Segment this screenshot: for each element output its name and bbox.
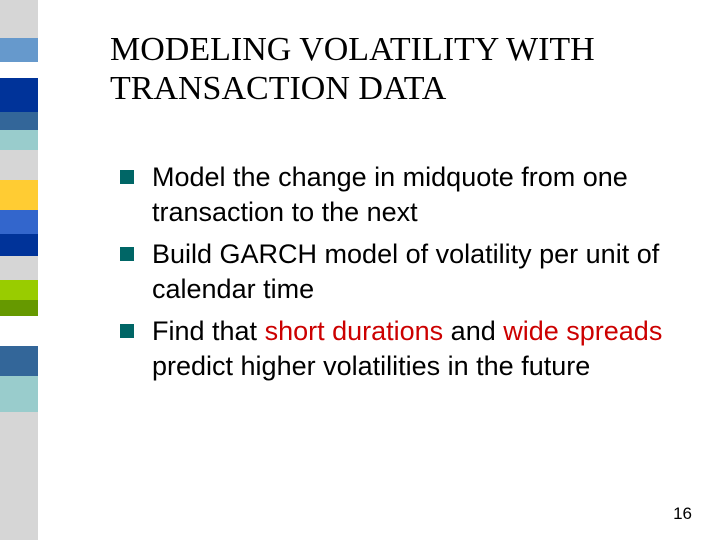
color-strip-segment <box>0 150 38 180</box>
plain-text: Build GARCH model of volatility per unit… <box>152 239 659 304</box>
page-number: 16 <box>673 504 692 524</box>
color-strip-segment <box>0 280 38 300</box>
color-strip-segment <box>0 376 38 412</box>
color-strip-segment <box>0 412 38 540</box>
color-strip-segment <box>0 78 38 112</box>
bullet-square-icon <box>120 247 134 261</box>
bullet-text: Build GARCH model of volatility per unit… <box>152 237 680 306</box>
slide: MODELING VOLATILITY WITH TRANSACTION DAT… <box>0 0 720 540</box>
bullet-list: Model the change in midquote from one tr… <box>120 160 680 391</box>
decorative-color-strip <box>0 0 38 540</box>
color-strip-segment <box>0 62 38 78</box>
color-strip-segment <box>0 130 38 150</box>
highlighted-text: wide spreads <box>503 316 662 346</box>
list-item: Find that short durations and wide sprea… <box>120 314 680 383</box>
color-strip-segment <box>0 38 38 62</box>
color-strip-segment <box>0 234 38 256</box>
bullet-text: Find that short durations and wide sprea… <box>152 314 680 383</box>
bullet-square-icon <box>120 170 134 184</box>
list-item: Build GARCH model of volatility per unit… <box>120 237 680 306</box>
color-strip-segment <box>0 346 38 376</box>
list-item: Model the change in midquote from one tr… <box>120 160 680 229</box>
bullet-square-icon <box>120 324 134 338</box>
color-strip-segment <box>0 0 38 38</box>
color-strip-segment <box>0 300 38 316</box>
plain-text: and <box>443 316 503 346</box>
slide-title: MODELING VOLATILITY WITH TRANSACTION DAT… <box>110 30 680 108</box>
color-strip-segment <box>0 316 38 346</box>
color-strip-segment <box>0 112 38 130</box>
plain-text: Model the change in midquote from one tr… <box>152 162 628 227</box>
color-strip-segment <box>0 256 38 280</box>
bullet-text: Model the change in midquote from one tr… <box>152 160 680 229</box>
plain-text: Find that <box>152 316 265 346</box>
color-strip-segment <box>0 210 38 234</box>
plain-text: predict higher volatilities in the futur… <box>152 351 590 381</box>
color-strip-segment <box>0 180 38 210</box>
highlighted-text: short durations <box>265 316 444 346</box>
